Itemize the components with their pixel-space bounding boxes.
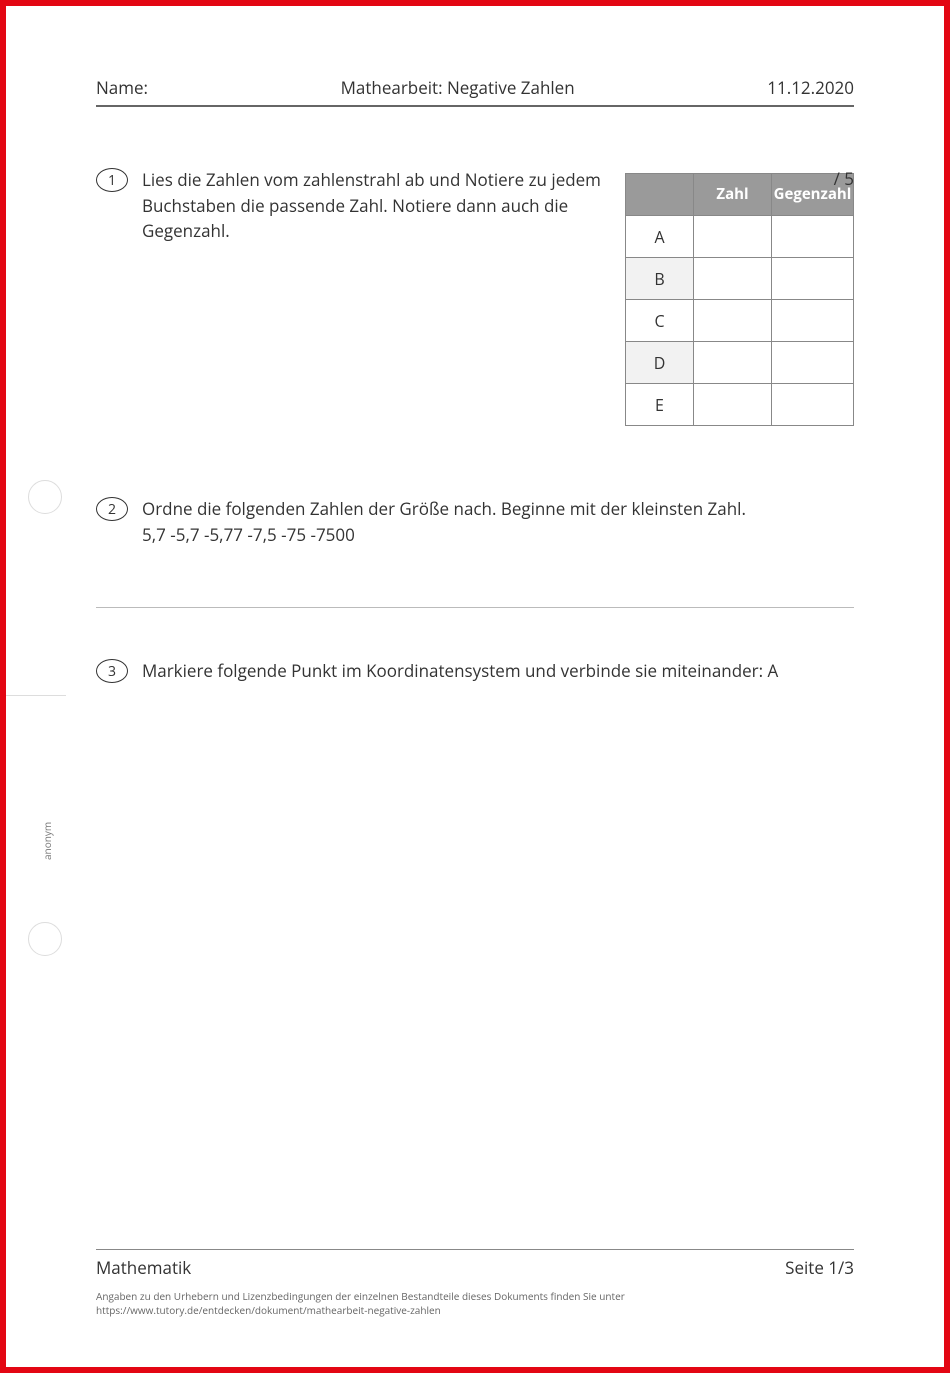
exercise-2: 2 Ordne die folgenden Zahlen der Größe n… <box>96 496 854 547</box>
exercise-text-line: 5,7 -5,7 -5,77 -7,5 -75 -7500 <box>142 522 854 548</box>
exercise-3: 3 Markiere folgende Punkt im Koordinaten… <box>96 658 854 684</box>
footer-note-line: Angaben zu den Urhebern und Lizenzbeding… <box>96 1289 854 1303</box>
row-label: C <box>626 300 694 342</box>
page-title: Mathearbeit: Negative Zahlen <box>341 76 575 99</box>
table-header-blank <box>626 174 694 216</box>
exercise-points: / 5 <box>834 167 854 190</box>
row-label: B <box>626 258 694 300</box>
page-date: 11.12.2020 <box>767 76 854 99</box>
side-label: anonym <box>40 822 54 860</box>
exercise-text: Markiere folgende Punkt im Koordinatensy… <box>142 659 778 682</box>
name-label: Name: <box>96 76 148 99</box>
footer-note: Angaben zu den Urhebern und Lizenzbeding… <box>96 1289 854 1317</box>
table-row: E <box>626 384 854 426</box>
table-row: B <box>626 258 854 300</box>
exercise-body: Ordne die folgenden Zahlen der Größe nac… <box>142 496 854 547</box>
exercise-text: Lies die Zahlen vom zahlenstrahl ab und … <box>142 168 601 242</box>
cell-gegen <box>772 216 854 258</box>
exercise-body: Markiere folgende Punkt im Koordinatensy… <box>142 658 854 684</box>
exercise-text-line: Ordne die folgenden Zahlen der Größe nac… <box>142 496 854 522</box>
fold-mark <box>6 695 66 696</box>
cell-zahl <box>694 258 772 300</box>
table-header-zahl: Zahl <box>694 174 772 216</box>
cell-zahl <box>694 300 772 342</box>
cell-gegen <box>772 258 854 300</box>
row-label: A <box>626 216 694 258</box>
footer-page: Seite 1/3 <box>785 1256 854 1279</box>
cell-zahl <box>694 342 772 384</box>
row-label: E <box>626 384 694 426</box>
cell-zahl <box>694 384 772 426</box>
table-row: D <box>626 342 854 384</box>
table-row: A <box>626 216 854 258</box>
footer-note-line: https://www.tutory.de/entdecken/dokument… <box>96 1303 854 1317</box>
footer-line: Mathematik Seite 1/3 <box>96 1249 854 1279</box>
divider <box>96 607 854 608</box>
exercise-1-table: Zahl Gegenzahl A B C <box>625 173 854 426</box>
page-header: Name: Mathearbeit: Negative Zahlen 11.12… <box>96 76 854 107</box>
exercise-number: 1 <box>96 168 128 192</box>
punch-hole-icon <box>28 480 62 514</box>
exercise-body: Zahl Gegenzahl A B C <box>142 167 854 426</box>
footer-subject: Mathematik <box>96 1256 191 1279</box>
cell-gegen <box>772 300 854 342</box>
content: 1 Zahl Gegenzahl A B <box>96 167 854 684</box>
punch-hole-icon <box>28 922 62 956</box>
cell-zahl <box>694 216 772 258</box>
page-footer: Mathematik Seite 1/3 Angaben zu den Urhe… <box>96 1249 854 1317</box>
exercise-1: 1 Zahl Gegenzahl A B <box>96 167 854 426</box>
exercise-number: 2 <box>96 497 128 521</box>
cell-gegen <box>772 342 854 384</box>
exercise-number: 3 <box>96 659 128 683</box>
worksheet-page: Name: Mathearbeit: Negative Zahlen 11.12… <box>6 6 944 1367</box>
cell-gegen <box>772 384 854 426</box>
row-label: D <box>626 342 694 384</box>
table-row: C <box>626 300 854 342</box>
